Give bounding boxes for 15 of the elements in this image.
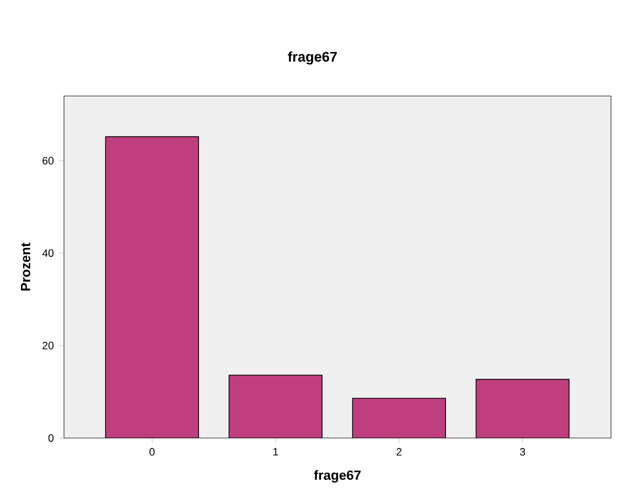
y-tick-label: 40 [42,249,54,257]
x-tick-label: 3 [520,448,526,456]
x-tick-label: 1 [273,448,278,456]
bar [476,378,570,438]
x-tick-label: 0 [150,448,155,456]
y-tick-label: 60 [42,156,54,164]
x-axis-title: frage67 [314,470,361,483]
bar [228,374,322,438]
chart-title: frage67 [288,51,337,65]
y-tick-label: 0 [48,434,54,442]
bar [106,136,199,438]
y-tick-label: 20 [42,342,54,350]
bar [352,398,446,438]
y-axis-title: Prozent [20,242,30,291]
x-tick-label: 2 [396,448,402,456]
